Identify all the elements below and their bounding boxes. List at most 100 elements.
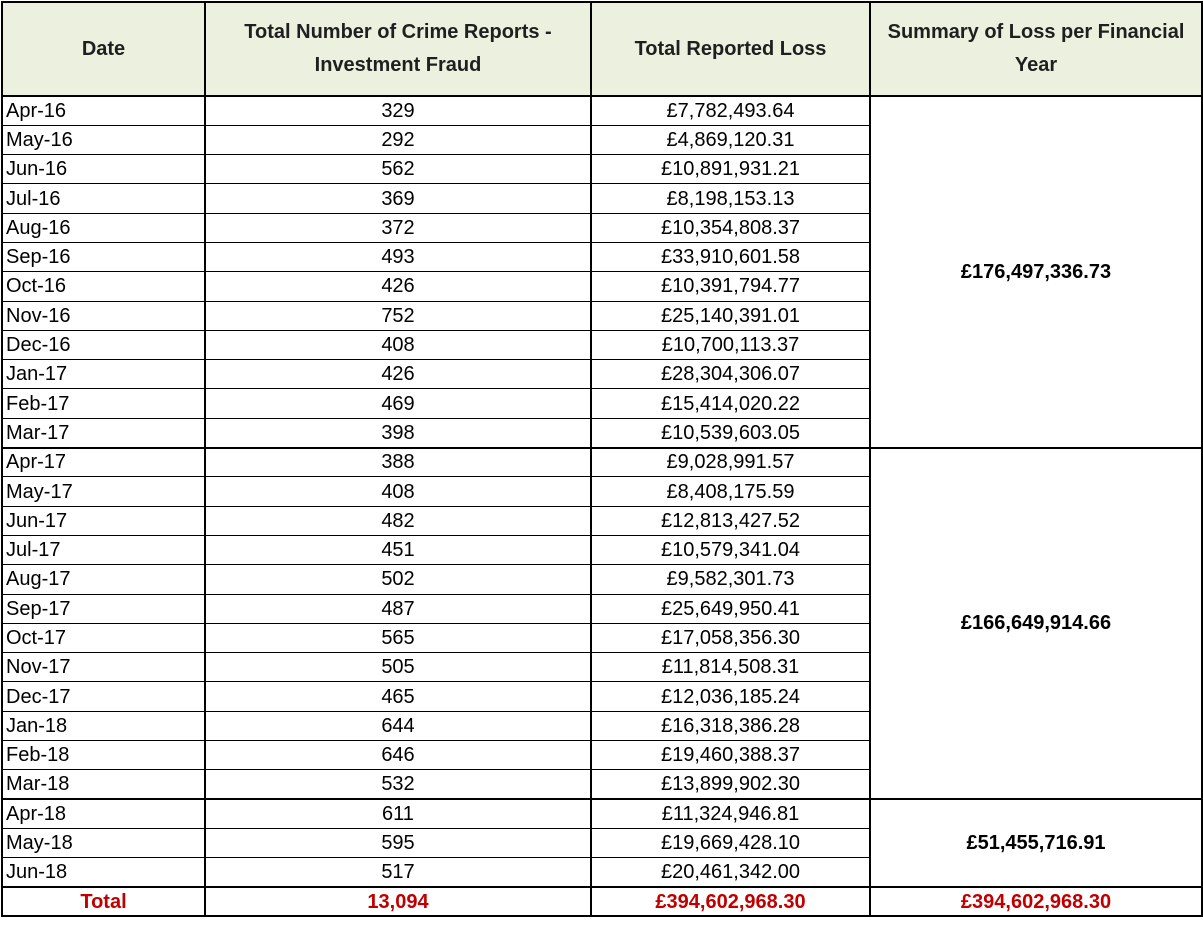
row-date: Jun-18	[1, 857, 206, 889]
table-row: Jan-18 644 £16,318,386.28	[1, 711, 1202, 742]
row-loss: £10,700,113.37	[590, 330, 871, 361]
row-reports: 611	[204, 799, 592, 829]
row-loss: £15,414,020.22	[590, 388, 871, 419]
row-reports: 426	[204, 271, 592, 302]
header-reports: Total Number of Crime Reports - Investme…	[204, 1, 592, 97]
row-reports: 292	[204, 125, 592, 156]
row-date: Feb-17	[1, 388, 206, 419]
row-reports: 329	[204, 96, 592, 126]
fy-summary: £166,649,914.66	[869, 447, 1203, 801]
row-date: Jul-16	[1, 183, 206, 214]
row-date: Feb-18	[1, 740, 206, 771]
row-date: Jun-17	[1, 506, 206, 536]
row-reports: 565	[204, 623, 592, 654]
row-loss: £20,461,342.00	[590, 857, 871, 889]
table-row: Oct-16 426 £10,391,794.77	[1, 271, 1202, 302]
row-reports: 372	[204, 213, 592, 243]
row-reports: 752	[204, 301, 592, 331]
row-loss: £10,579,341.04	[590, 535, 871, 566]
row-loss: £4,869,120.31	[590, 125, 871, 156]
table-row: May-18 595 £19,669,428.10	[1, 828, 1202, 859]
row-loss: £10,354,808.37	[590, 213, 871, 243]
table-row: Dec-17 465 £12,036,185.24	[1, 681, 1202, 712]
row-reports: 517	[204, 857, 592, 889]
fy-summary: £51,455,716.91	[869, 799, 1203, 889]
row-loss: £17,058,356.30	[590, 623, 871, 654]
row-date: Mar-17	[1, 418, 206, 449]
table-row: Apr-16 329 £7,782,493.64 £176,497,336.73	[1, 96, 1203, 449]
row-reports: 388	[204, 447, 592, 478]
row-reports: 595	[204, 828, 592, 859]
row-loss: £13,899,902.30	[590, 769, 871, 801]
table-row: Jul-17 451 £10,579,341.04	[1, 535, 1202, 566]
table-row: Jun-16 562 £10,891,931.21	[1, 154, 1202, 185]
table-row: Mar-18 532 £13,899,902.30	[1, 769, 1202, 801]
table-row: Oct-17 565 £17,058,356.30	[1, 623, 1202, 654]
table-row: Sep-16 493 £33,910,601.58	[1, 242, 1202, 273]
header-date: Date	[1, 1, 206, 97]
total-row: Total 13,094 £394,602,968.30 £394,602,968.3…	[1, 886, 1203, 918]
row-date: Apr-16	[1, 96, 206, 126]
row-date: May-18	[1, 828, 206, 859]
row-reports: 369	[204, 183, 592, 214]
row-date: Jan-18	[1, 711, 206, 742]
row-loss: £10,539,603.05	[590, 418, 871, 449]
row-date: Apr-18	[1, 799, 206, 829]
row-reports: 532	[204, 769, 592, 801]
row-date: Oct-17	[1, 623, 206, 654]
row-date: May-16	[1, 125, 206, 156]
row-date: Aug-17	[1, 564, 206, 595]
row-date: Jun-16	[1, 154, 206, 185]
row-reports: 502	[204, 564, 592, 595]
table-body: Apr-16 329 £7,782,493.64 £176,497,336.73 May…	[1, 96, 1203, 918]
total-reports: 13,094	[204, 886, 592, 918]
header-summary: Summary of Loss per Financial Year	[869, 1, 1203, 97]
table-row: Feb-18 646 £19,460,388.37	[1, 740, 1202, 771]
row-date: Jan-17	[1, 359, 206, 390]
table-row: Nov-17 505 £11,814,508.31	[1, 652, 1202, 683]
table-row: Jul-16 369 £8,198,153.13	[1, 183, 1202, 214]
total-label: Total	[1, 886, 206, 918]
row-reports: 465	[204, 681, 592, 712]
row-loss: £9,582,301.73	[590, 564, 871, 595]
table-row: Feb-17 469 £15,414,020.22	[1, 388, 1202, 419]
row-reports: 469	[204, 388, 592, 419]
header-loss: Total Reported Loss	[590, 1, 871, 97]
row-date: Dec-16	[1, 330, 206, 361]
row-loss: £25,649,950.41	[590, 594, 871, 624]
row-date: Aug-16	[1, 213, 206, 243]
table-row: Jun-18 517 £20,461,342.00	[1, 857, 1202, 889]
fy-summary: £176,497,336.73	[869, 96, 1203, 449]
table-row: May-16 292 £4,869,120.31	[1, 125, 1202, 156]
row-reports: 562	[204, 154, 592, 185]
row-reports: 646	[204, 740, 592, 771]
row-date: Apr-17	[1, 447, 206, 478]
row-date: Oct-16	[1, 271, 206, 302]
row-date: Mar-18	[1, 769, 206, 801]
row-date: Nov-16	[1, 301, 206, 331]
row-reports: 426	[204, 359, 592, 390]
row-reports: 482	[204, 506, 592, 536]
table-row: Mar-17 398 £10,539,603.05	[1, 418, 1202, 449]
table-row: Nov-16 752 £25,140,391.01	[1, 301, 1202, 331]
row-date: May-17	[1, 476, 206, 507]
row-loss: £7,782,493.64	[590, 96, 871, 126]
header-row: Date Total Number of Crime Reports - Inv…	[1, 1, 1203, 97]
row-loss: £28,304,306.07	[590, 359, 871, 390]
table-row: Aug-17 502 £9,582,301.73	[1, 564, 1202, 595]
row-loss: £8,408,175.59	[590, 476, 871, 507]
row-loss: £33,910,601.58	[590, 242, 871, 273]
row-loss: £25,140,391.01	[590, 301, 871, 331]
row-loss: £8,198,153.13	[590, 183, 871, 214]
row-date: Sep-17	[1, 594, 206, 624]
row-date: Nov-17	[1, 652, 206, 683]
row-loss: £11,814,508.31	[590, 652, 871, 683]
row-reports: 644	[204, 711, 592, 742]
total-loss: £394,602,968.30	[590, 886, 871, 918]
row-reports: 451	[204, 535, 592, 566]
row-loss: £19,460,388.37	[590, 740, 871, 771]
row-loss: £10,891,931.21	[590, 154, 871, 185]
row-reports: 505	[204, 652, 592, 683]
table-row: Sep-17 487 £25,649,950.41	[1, 594, 1202, 624]
